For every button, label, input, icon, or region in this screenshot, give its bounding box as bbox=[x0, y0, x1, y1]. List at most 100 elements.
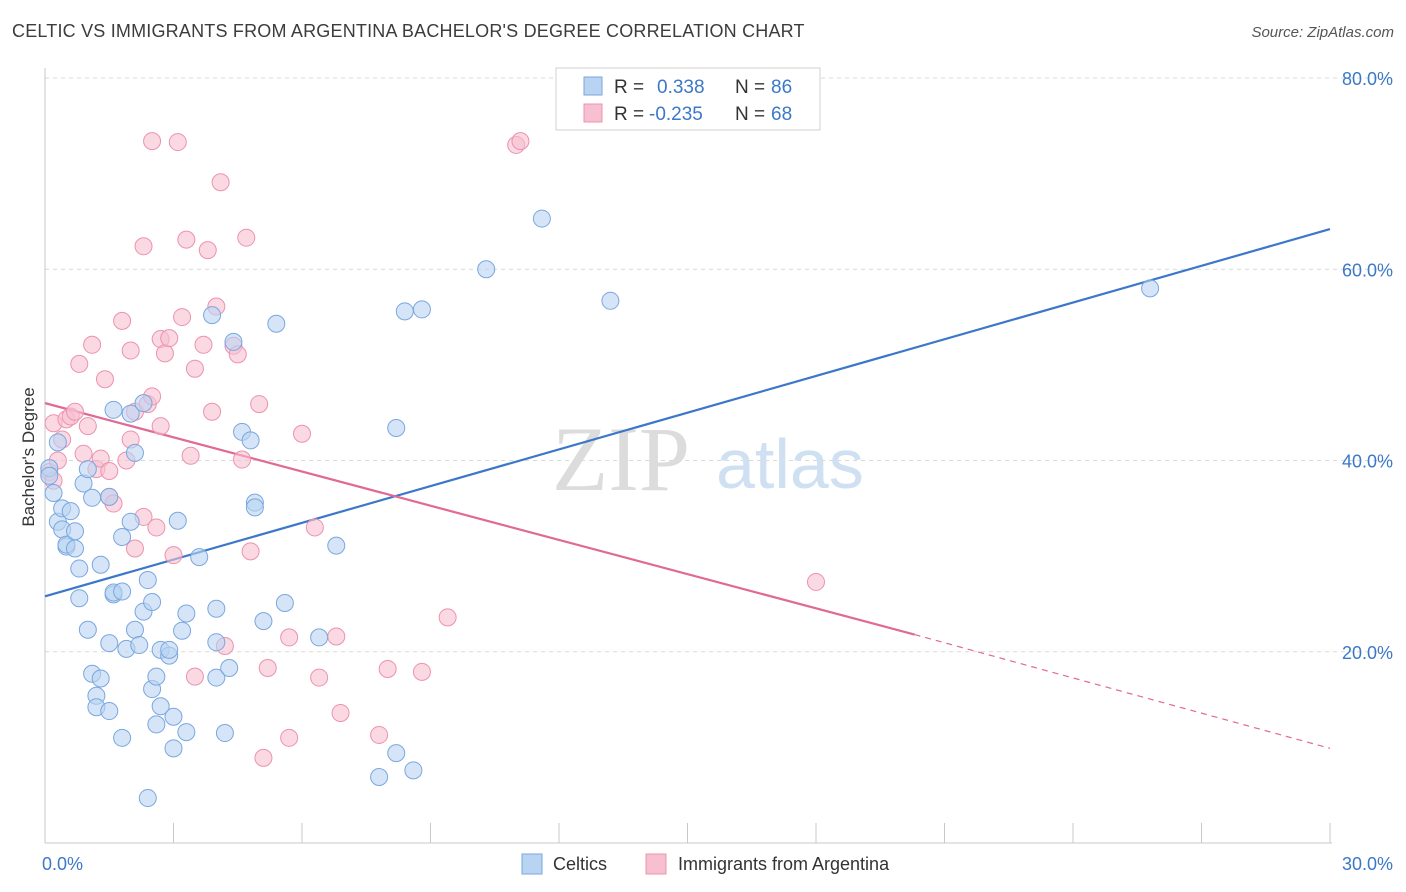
argentina-point bbox=[211, 173, 230, 192]
argentina-point bbox=[438, 608, 457, 627]
argentina-point bbox=[143, 132, 162, 151]
legend-n-value-1: 86 bbox=[771, 77, 792, 98]
axes bbox=[44, 68, 1332, 844]
argentina-point bbox=[164, 546, 183, 565]
argentina-trend-line bbox=[44, 402, 915, 636]
watermark-atlas: atlas bbox=[716, 425, 864, 503]
legend-r-value-2: -0.235 bbox=[649, 104, 703, 125]
y-tick-label: 80.0% bbox=[1342, 69, 1393, 89]
celtics-point bbox=[601, 291, 620, 310]
argentina-point bbox=[807, 572, 825, 591]
argentina-point bbox=[181, 446, 200, 465]
x-tick-labels: 0.0% 30.0% bbox=[42, 854, 1393, 874]
argentina-point bbox=[100, 462, 119, 481]
argentina-point bbox=[70, 354, 89, 373]
celtics-point bbox=[327, 536, 346, 555]
argentina-point bbox=[147, 518, 166, 537]
argentina-point bbox=[293, 424, 311, 443]
bottom-legend-swatch-celtics bbox=[521, 853, 543, 875]
celtics-point bbox=[130, 636, 149, 655]
celtics-point bbox=[267, 314, 286, 333]
celtics-point bbox=[160, 640, 179, 659]
celtics-point bbox=[134, 394, 153, 413]
celtics-point bbox=[207, 668, 226, 687]
celtics-point bbox=[61, 502, 80, 521]
celtics-point bbox=[44, 484, 63, 503]
argentina-point bbox=[134, 237, 153, 256]
celtics-point bbox=[532, 209, 551, 228]
celtics-point bbox=[78, 460, 97, 479]
argentina-point bbox=[65, 402, 84, 421]
celtics-point bbox=[190, 548, 209, 567]
celtics-point bbox=[177, 723, 196, 742]
celtics-point bbox=[65, 539, 84, 558]
celtics-point bbox=[203, 306, 222, 325]
bottom-legend-swatch-argentina bbox=[645, 853, 667, 875]
argentina-point bbox=[331, 703, 350, 722]
y-axis-label: Bachelor's Degree bbox=[19, 387, 38, 526]
celtics-point bbox=[177, 604, 196, 623]
celtics-point bbox=[245, 498, 264, 517]
argentina-point bbox=[511, 132, 530, 151]
celtics-point bbox=[113, 728, 132, 747]
legend-n-label-2: N = bbox=[735, 104, 765, 125]
argentina-point bbox=[378, 659, 397, 678]
celtics-trend-line bbox=[44, 228, 1331, 598]
celtics-point bbox=[224, 332, 243, 351]
argentina-point bbox=[74, 444, 93, 463]
celtics-point bbox=[164, 707, 183, 726]
legend-r-label-2: R = bbox=[614, 104, 644, 125]
argentina-point bbox=[327, 627, 346, 646]
series-legend: Celtics Immigrants from Argentina bbox=[521, 853, 890, 875]
argentina-point bbox=[185, 359, 204, 378]
celtics-point bbox=[113, 528, 132, 546]
celtics-point bbox=[387, 744, 406, 763]
argentina-point bbox=[95, 370, 114, 389]
celtics-point bbox=[241, 431, 260, 450]
argentina-point bbox=[250, 395, 269, 414]
argentina-point bbox=[258, 659, 277, 678]
argentina-point bbox=[194, 335, 213, 354]
argentina-point bbox=[173, 308, 192, 327]
argentina-trend-line-extension bbox=[914, 633, 1331, 749]
argentina-point bbox=[280, 728, 299, 747]
celtics-point bbox=[83, 488, 102, 507]
argentina-point bbox=[121, 341, 140, 360]
argentina-point bbox=[151, 417, 170, 436]
y-tick-label: 40.0% bbox=[1342, 452, 1393, 472]
y-tick-label: 60.0% bbox=[1342, 260, 1393, 280]
celtics-point bbox=[125, 443, 144, 462]
data-points bbox=[40, 132, 1160, 808]
celtics-point bbox=[164, 739, 183, 758]
celtics-point bbox=[387, 418, 406, 437]
argentina-point bbox=[280, 628, 299, 647]
bottom-legend-label-celtics: Celtics bbox=[553, 854, 607, 874]
chart-title: CELTIC VS IMMIGRANTS FROM ARGENTINA BACH… bbox=[12, 21, 805, 41]
celtics-point bbox=[91, 555, 110, 574]
argentina-point bbox=[160, 329, 179, 348]
celtics-point bbox=[404, 761, 423, 780]
celtics-point bbox=[121, 512, 140, 531]
celtics-point bbox=[395, 302, 414, 321]
argentina-point bbox=[254, 748, 273, 767]
celtics-point bbox=[310, 628, 329, 647]
celtics-point bbox=[40, 466, 59, 485]
celtics-point bbox=[143, 593, 162, 612]
celtics-point bbox=[100, 487, 119, 506]
celtics-point bbox=[48, 433, 67, 452]
celtics-point bbox=[70, 589, 89, 608]
celtics-point bbox=[104, 400, 123, 419]
argentina-point bbox=[237, 228, 256, 247]
celtics-point bbox=[91, 669, 110, 688]
argentina-point bbox=[155, 344, 174, 363]
x-tick-label-max: 30.0% bbox=[1342, 854, 1393, 874]
celtics-point bbox=[121, 404, 140, 423]
celtics-point bbox=[275, 593, 294, 612]
celtics-point bbox=[70, 559, 89, 578]
argentina-point bbox=[241, 542, 260, 561]
legend-n-label-1: N = bbox=[735, 77, 765, 98]
watermark-zip: ZIP bbox=[552, 408, 690, 510]
celtics-point bbox=[215, 724, 234, 743]
argentina-point bbox=[78, 417, 97, 436]
